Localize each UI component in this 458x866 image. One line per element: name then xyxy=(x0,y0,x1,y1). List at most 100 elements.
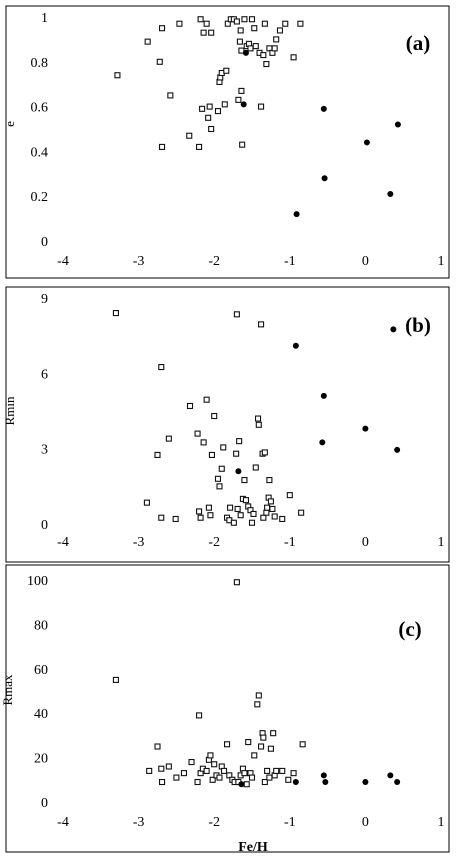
chart-panel-2: -4 -3 -2 -1 0 1 0 3 6 9 Rmin (b) xyxy=(2,286,450,563)
data-point-open-square xyxy=(266,774,273,781)
data-point-open-square xyxy=(112,676,119,683)
y-tick-label: 0 xyxy=(41,796,48,811)
data-point-open-square xyxy=(144,38,151,45)
data-point-open-square xyxy=(271,513,278,520)
data-point-open-square xyxy=(143,499,150,506)
data-point-open-square xyxy=(258,743,265,750)
y-tick-label: 0.4 xyxy=(31,145,49,160)
data-point-open-square xyxy=(209,776,216,783)
data-point-open-square xyxy=(216,774,223,781)
data-point-open-square xyxy=(263,509,270,516)
x-tick-label: 0 xyxy=(362,535,369,550)
y-axis-label: Rmin xyxy=(2,396,17,425)
data-point-open-square xyxy=(176,20,183,27)
data-point-open-square xyxy=(223,67,230,74)
y-tick-label: 0.6 xyxy=(31,101,49,116)
data-point-filled-circle xyxy=(394,121,401,128)
x-tick-label: -2 xyxy=(208,254,220,269)
data-point-open-square xyxy=(205,114,212,121)
data-point-open-square xyxy=(297,20,304,27)
data-point-open-square xyxy=(255,421,262,428)
data-point-open-square xyxy=(250,510,257,518)
y-tick-label: 60 xyxy=(34,663,48,678)
x-tick-label: -2 xyxy=(208,535,220,550)
data-point-open-square xyxy=(206,103,213,110)
data-point-open-square xyxy=(251,25,258,32)
data-point-open-square xyxy=(203,396,210,403)
y-tick-label: 20 xyxy=(34,752,48,767)
data-point-open-square xyxy=(197,514,204,521)
data-point-open-square xyxy=(263,60,270,68)
data-point-open-square xyxy=(194,430,201,437)
data-point-open-square xyxy=(236,438,243,445)
y-axis-label: Rmax xyxy=(0,674,15,706)
data-point-open-square xyxy=(290,770,297,777)
data-point-open-square xyxy=(220,767,228,774)
data-point-open-square xyxy=(158,514,165,521)
data-point-open-square xyxy=(260,514,267,521)
data-point-open-square xyxy=(196,712,203,719)
data-point-filled-circle xyxy=(293,211,300,218)
data-point-open-square xyxy=(218,465,225,472)
data-point-open-square xyxy=(233,311,240,318)
data-point-open-square xyxy=(207,512,214,519)
data-point-open-square xyxy=(112,310,119,317)
data-point-open-square xyxy=(255,692,262,699)
data-point-open-square xyxy=(261,20,268,27)
data-point-open-square xyxy=(197,16,204,23)
data-point-open-square xyxy=(267,498,274,505)
y-tick-label: 1 xyxy=(41,11,48,26)
data-point-open-square xyxy=(273,36,280,43)
data-point-open-square xyxy=(241,16,248,23)
data-point-open-square xyxy=(279,515,286,523)
x-tick-label: -1 xyxy=(284,535,296,550)
panel-frame xyxy=(5,564,450,853)
data-point-open-square xyxy=(216,483,223,490)
panel-frame xyxy=(5,286,450,563)
data-point-open-square xyxy=(196,508,203,515)
data-point-open-square xyxy=(273,767,280,774)
data-point-filled-circle xyxy=(320,105,327,112)
data-point-open-square xyxy=(186,402,194,410)
data-point-open-square xyxy=(172,515,179,523)
data-point-filled-circle xyxy=(319,439,326,446)
data-point-open-square xyxy=(207,752,214,759)
y-tick-label: 3 xyxy=(41,443,48,458)
data-point-filled-circle xyxy=(362,779,369,786)
data-point-open-square xyxy=(211,412,218,420)
data-point-filled-circle xyxy=(238,781,245,788)
panel-frame xyxy=(5,5,450,279)
chart-panel-1: -4 -3 -2 -1 0 1 0 0.2 0.4 0.6 0.8 1 e (a) xyxy=(2,5,450,279)
data-point-open-square xyxy=(248,519,256,526)
x-axis-label: Fe/H xyxy=(238,840,268,855)
data-point-open-square xyxy=(220,444,227,451)
y-tick-label: 6 xyxy=(41,367,48,382)
y-tick-label: 9 xyxy=(41,292,48,307)
data-point-open-square xyxy=(235,96,242,103)
data-point-open-square xyxy=(285,776,292,783)
x-tick-label: -1 xyxy=(284,254,296,269)
data-point-open-square xyxy=(264,767,271,774)
data-point-open-square xyxy=(224,741,231,748)
data-point-filled-circle xyxy=(362,425,369,432)
data-point-open-square xyxy=(248,774,256,781)
x-tick-label: 0 xyxy=(362,815,369,830)
x-tick-label: -4 xyxy=(57,535,69,550)
data-point-open-square xyxy=(158,778,166,786)
data-point-open-square xyxy=(227,504,234,511)
data-point-open-square xyxy=(154,743,161,750)
x-tick-label: -4 xyxy=(57,815,69,830)
data-point-open-square xyxy=(261,778,268,786)
data-point-open-square xyxy=(247,45,254,52)
data-point-open-square xyxy=(238,87,245,94)
data-point-open-square xyxy=(251,752,258,759)
data-point-filled-circle xyxy=(235,468,242,475)
data-point-open-square xyxy=(194,778,201,786)
data-point-open-square xyxy=(276,27,284,34)
x-tick-label: 1 xyxy=(438,815,445,830)
data-point-open-square xyxy=(173,774,180,781)
data-point-open-square xyxy=(158,765,165,772)
data-point-open-square xyxy=(299,741,306,748)
data-point-open-square xyxy=(214,108,222,115)
data-point-open-square xyxy=(208,125,215,133)
